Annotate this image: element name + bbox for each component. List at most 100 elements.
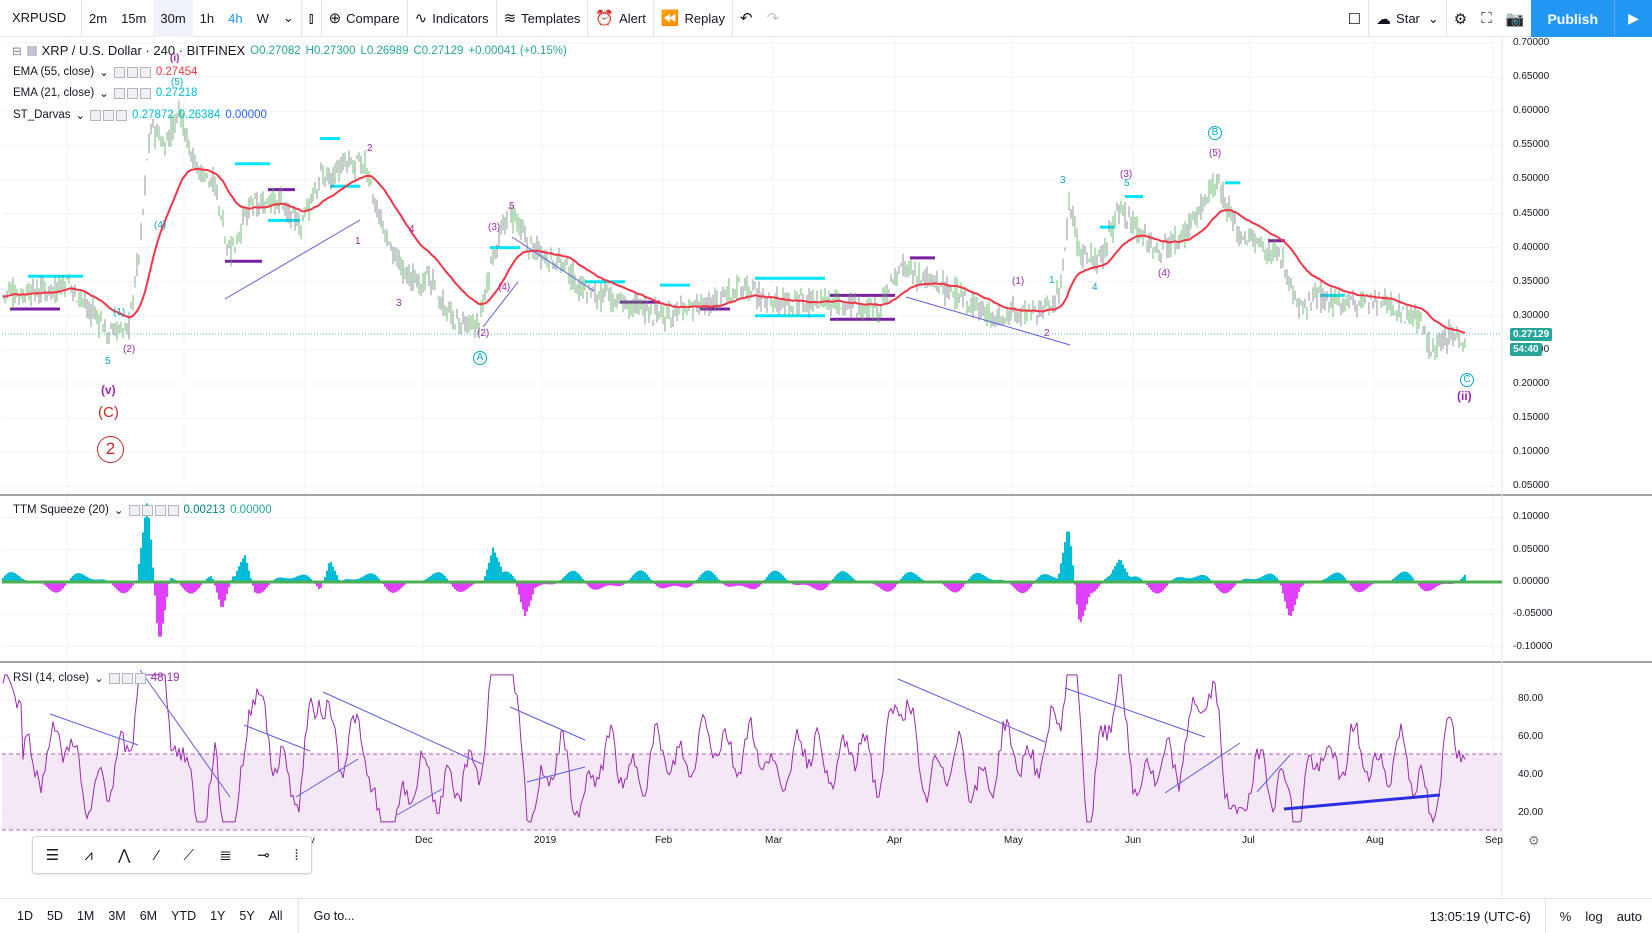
trend-line[interactable] <box>511 236 595 292</box>
range-3m[interactable]: 3M <box>108 909 126 923</box>
price-tick-label: 0.60000 <box>1513 105 1550 117</box>
rsi-trend-line[interactable] <box>509 706 586 741</box>
toolbar-divider <box>732 0 733 37</box>
ttm-legend[interactable]: TTM Squeeze (20) ⌄ 0.00213 0.00000 <box>13 503 272 517</box>
ruler-icon[interactable]: ⦙ <box>294 846 299 864</box>
range-1m[interactable]: 1M <box>76 909 95 923</box>
rsi-trend-line[interactable] <box>526 766 586 783</box>
chart-type-candles-icon[interactable]: ⫾ <box>308 9 314 27</box>
trend-line[interactable] <box>224 219 361 300</box>
rsi-trend-line[interactable] <box>49 713 139 746</box>
rsi-legend[interactable]: RSI (14, close) ⌄ 48.19 <box>13 671 179 685</box>
legend-buttons[interactable] <box>113 87 151 99</box>
lines-menu-icon[interactable]: ☰ <box>45 847 60 864</box>
wave-label: (4) <box>498 282 511 293</box>
indicators-button[interactable]: ∿ Indicators <box>414 10 489 27</box>
chevron-down-icon[interactable]: ⌄ <box>99 88 109 100</box>
star-layout-button[interactable]: ☁ Star ⌄ <box>1376 10 1439 28</box>
templates-button[interactable]: ≋ Templates <box>503 10 581 27</box>
ray-icon[interactable]: ⟋ <box>183 846 194 864</box>
layout-square-button[interactable]: ☐ <box>1341 0 1368 37</box>
rsi-trend-line[interactable] <box>322 691 483 765</box>
interval-15m[interactable]: 15m <box>121 10 147 26</box>
rsi-line <box>2 674 1466 824</box>
alert-button[interactable]: ⏰ Alert <box>595 10 646 27</box>
abc-pattern-icon[interactable]: ⋀ <box>118 847 131 864</box>
rsi-trend-line[interactable] <box>139 669 231 798</box>
rsi-trend-line[interactable] <box>243 724 311 752</box>
rsi-trend-line[interactable] <box>1064 687 1206 738</box>
play-icon[interactable]: ▶ <box>1614 0 1652 37</box>
rsi-trend-line[interactable] <box>897 678 1046 743</box>
elliott-wave-icon[interactable]: ⩘ <box>84 846 93 864</box>
redo-button[interactable]: ↷ <box>760 0 787 37</box>
legend-buttons[interactable] <box>108 672 146 684</box>
ttm-tick-label: 0.10000 <box>1513 511 1550 523</box>
range-ytd[interactable]: YTD <box>171 909 197 923</box>
toolbar-divider <box>1445 0 1447 37</box>
chart-canvas[interactable] <box>0 37 1652 898</box>
axis-settings-gear-icon[interactable]: ⚙ <box>1528 833 1540 848</box>
toolbar-divider <box>587 0 589 37</box>
collapse-legend-icon[interactable]: ⊟ <box>12 45 22 58</box>
wave-label: 1 <box>355 236 361 247</box>
chevron-down-icon[interactable]: ⌄ <box>94 673 104 685</box>
interval-1h[interactable]: 1h <box>199 10 215 26</box>
log-toggle[interactable]: log <box>1585 909 1603 924</box>
symbol-search[interactable]: XRPUSD <box>0 0 82 37</box>
rsi-support-line[interactable] <box>1283 793 1441 811</box>
trend-lines[interactable] <box>224 219 1071 346</box>
price-tick-label: 0.05000 <box>1513 480 1550 492</box>
publish-button[interactable]: Publish <box>1531 0 1614 37</box>
range-1y[interactable]: 1Y <box>210 909 226 923</box>
goto-button[interactable]: Go to... <box>313 909 355 923</box>
darvas-legend[interactable]: ST_Darvas ⌄ 0.27872 0.26384 0.00000 <box>13 108 267 122</box>
range-all[interactable]: All <box>268 909 283 923</box>
countdown-tag: 54:40 <box>1510 343 1542 356</box>
range-5d[interactable]: 5D <box>46 909 63 923</box>
undo-button[interactable]: ↶ <box>733 0 760 37</box>
interval-30m[interactable]: 30m <box>153 0 193 37</box>
trend-line[interactable] <box>482 281 519 328</box>
chart-area[interactable]: ⊟ XRP / U.S. Dollar · 240 · BITFINEX O0.… <box>0 37 1652 898</box>
wave-label: (1) <box>113 307 126 318</box>
interval-dropdown-chevron-icon[interactable]: ⌄ <box>282 10 294 25</box>
price-tick-label: 0.35000 <box>1513 275 1550 287</box>
settings-button[interactable]: ⚙ <box>1447 0 1474 37</box>
toolbar-divider <box>1368 0 1370 37</box>
range-6m[interactable]: 6M <box>139 909 158 923</box>
snapshot-button[interactable]: 📷 <box>1499 0 1532 37</box>
legend-buttons[interactable] <box>128 504 179 516</box>
trend-line-icon[interactable]: ⁄ <box>155 846 159 864</box>
legend-buttons[interactable] <box>90 109 128 121</box>
fib-icon[interactable]: ≣ <box>219 847 232 864</box>
percent-toggle[interactable]: % <box>1559 909 1572 924</box>
trend-line[interactable] <box>905 296 1071 346</box>
compare-button[interactable]: ⊕ Compare <box>328 10 400 27</box>
wave-label: 3 <box>1060 175 1066 186</box>
rsi-trend-lines[interactable] <box>49 669 1291 816</box>
horizontal-ray-icon[interactable]: ⊸ <box>257 847 270 864</box>
chevron-down-icon[interactable]: ⌄ <box>75 110 86 122</box>
replay-button[interactable]: ⏪ Replay <box>660 10 725 27</box>
chevron-down-icon[interactable]: ⌄ <box>113 505 124 517</box>
interval-w[interactable]: W <box>256 10 269 26</box>
ema55-legend[interactable]: EMA (55, close) ⌄ 0.27454 <box>13 65 197 79</box>
range-5y[interactable]: 5Y <box>239 909 255 923</box>
interval-4h[interactable]: 4h <box>228 10 243 26</box>
wave-label: 5 <box>509 201 515 212</box>
auto-toggle[interactable]: auto <box>1616 909 1642 924</box>
rsi-trend-line[interactable] <box>1256 754 1291 793</box>
clock-time[interactable]: 13:05:19 (UTC-6) <box>1429 909 1531 924</box>
price-tick-label: 0.55000 <box>1513 139 1550 151</box>
rsi-trend-line[interactable] <box>1164 742 1241 794</box>
range-1d[interactable]: 1D <box>17 909 33 923</box>
rsi-trend-line[interactable] <box>295 758 359 798</box>
ema21-legend[interactable]: EMA (21, close) ⌄ 0.27218 <box>13 86 197 100</box>
cloud-icon: ☁ <box>1376 10 1392 28</box>
chevron-down-icon[interactable]: ⌄ <box>99 67 109 79</box>
legend-buttons[interactable] <box>113 66 151 78</box>
interval-2m[interactable]: 2m <box>89 10 108 26</box>
fullscreen-button[interactable]: ⛶ <box>1474 0 1499 37</box>
rsi-trend-line[interactable] <box>396 788 443 816</box>
